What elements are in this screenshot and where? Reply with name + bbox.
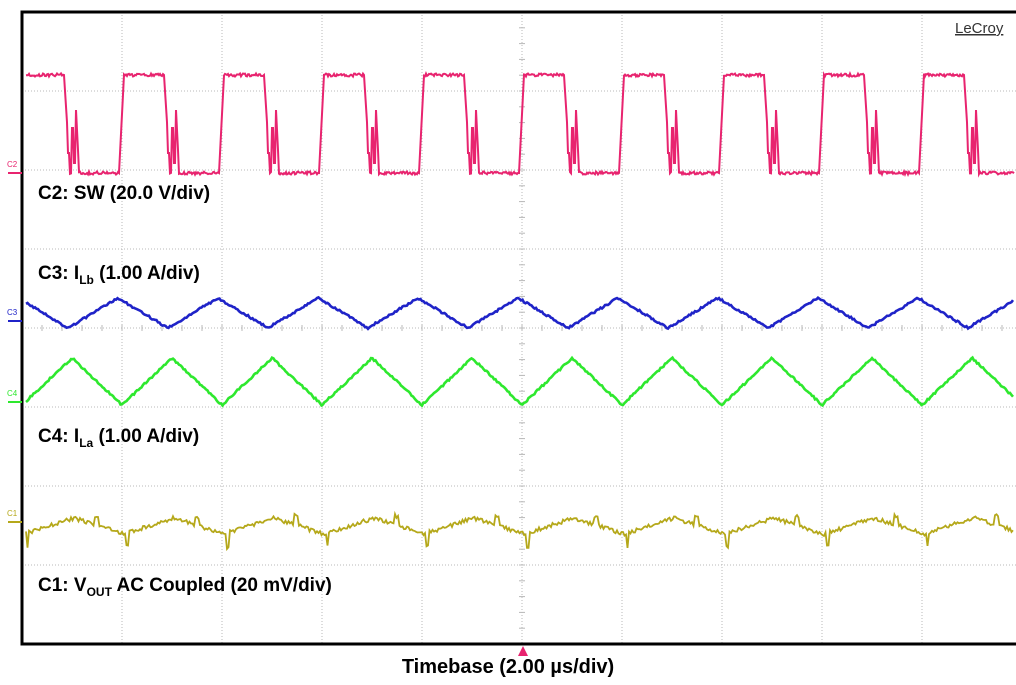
label-c4: C4: ILa (1.00 A/div) [38, 426, 199, 450]
label-c2: C2: SW (20.0 V/div) [38, 183, 210, 204]
channel-markers: C2 C3 C4 C1 [7, 160, 22, 522]
trigger-position-marker [518, 646, 528, 656]
channel-marker-label: C2 [7, 160, 18, 169]
channel-marker-label: C4 [7, 389, 18, 398]
trace-c4-ila [26, 358, 1013, 406]
channel-marker-label: C1 [7, 509, 18, 518]
timebase-label: Timebase (2.00 µs/div) [0, 656, 1016, 679]
brand-logo-text: LeCroy [955, 20, 1004, 37]
label-c3: C3: ILb (1.00 A/div) [38, 263, 200, 287]
label-c1: C1: VOUT AC Coupled (20 mV/div) [38, 575, 332, 599]
trace-c3-ilb [26, 297, 1013, 328]
trace-c1-vout [26, 514, 1013, 549]
waveform-traces [26, 74, 1014, 549]
trace-c2-sw [26, 74, 1014, 175]
channel-marker-label: C3 [7, 308, 18, 317]
